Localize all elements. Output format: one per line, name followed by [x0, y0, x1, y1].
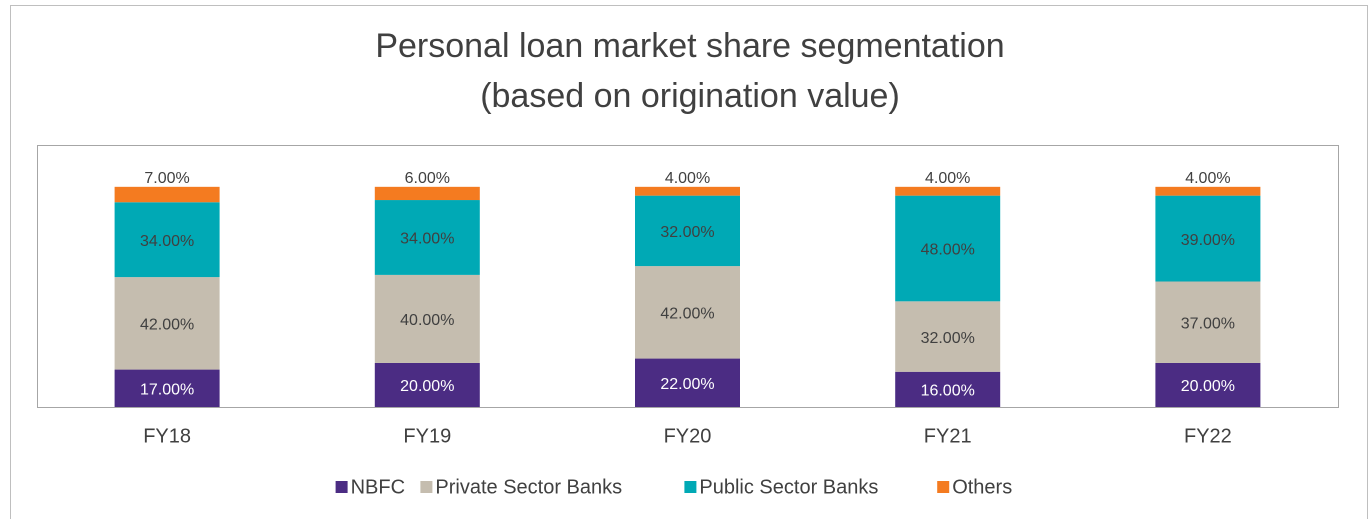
value-label: 16.00% — [921, 383, 975, 400]
bar-segment — [114, 369, 220, 407]
bar-segment — [374, 200, 480, 275]
x-tick-label: FY19 — [403, 425, 451, 447]
x-tick-label: FY21 — [924, 425, 972, 447]
value-label: 20.00% — [400, 378, 454, 395]
bar-segment — [895, 371, 1001, 407]
bar-segment — [1155, 362, 1261, 407]
value-label: 4.00% — [925, 170, 970, 187]
plot-frame — [37, 145, 1339, 408]
value-label: 40.00% — [400, 312, 454, 329]
bar-segment — [1155, 281, 1261, 363]
value-label: 32.00% — [921, 330, 975, 347]
bar-segment — [374, 274, 480, 363]
x-tick-label: FY22 — [1184, 425, 1232, 447]
legend-swatch — [937, 481, 950, 493]
value-label: 39.00% — [1181, 232, 1235, 249]
value-label: 42.00% — [140, 317, 194, 334]
bar-segment — [114, 202, 220, 278]
x-tick-label: FY20 — [664, 425, 712, 447]
bar-segment — [635, 266, 740, 359]
bar-segment — [374, 186, 480, 201]
value-label: 32.00% — [660, 224, 714, 241]
value-label: 20.00% — [1181, 378, 1235, 395]
bar-segment — [1155, 186, 1261, 196]
x-tick-label: FY18 — [143, 425, 191, 447]
bar-segment — [1155, 195, 1261, 282]
value-label: 22.00% — [660, 376, 714, 393]
bar-segment — [895, 186, 1001, 196]
value-label: 37.00% — [1181, 315, 1235, 332]
bar-segment — [635, 358, 740, 407]
legend-label: Private Sector Banks — [435, 476, 622, 498]
legend-label: NBFC — [351, 476, 405, 498]
bar-segment — [895, 195, 1001, 302]
legend-swatch — [420, 481, 433, 493]
bar-segment — [635, 195, 740, 267]
chart-title: Personal loan market share segmentation — [375, 27, 1004, 65]
value-label: 4.00% — [665, 170, 710, 187]
value-label: 6.00% — [405, 170, 450, 187]
bar-segment — [374, 362, 480, 407]
value-label: 4.00% — [1185, 170, 1230, 187]
legend-swatch — [335, 481, 348, 493]
value-label: 42.00% — [660, 306, 714, 323]
value-label: 17.00% — [140, 382, 194, 399]
legend-label: Others — [952, 476, 1012, 498]
value-label: 34.00% — [400, 231, 454, 248]
legend-label: Public Sector Banks — [699, 476, 878, 498]
value-label: 48.00% — [921, 242, 975, 259]
value-label: 34.00% — [140, 233, 194, 250]
value-label: 7.00% — [144, 170, 189, 187]
legend-swatch — [684, 481, 697, 493]
bar-segment — [635, 186, 740, 196]
bar-segment — [114, 277, 220, 370]
bar-segment — [114, 186, 220, 203]
chart-subtitle: (based on origination value) — [480, 77, 900, 115]
bar-segment — [895, 301, 1001, 372]
